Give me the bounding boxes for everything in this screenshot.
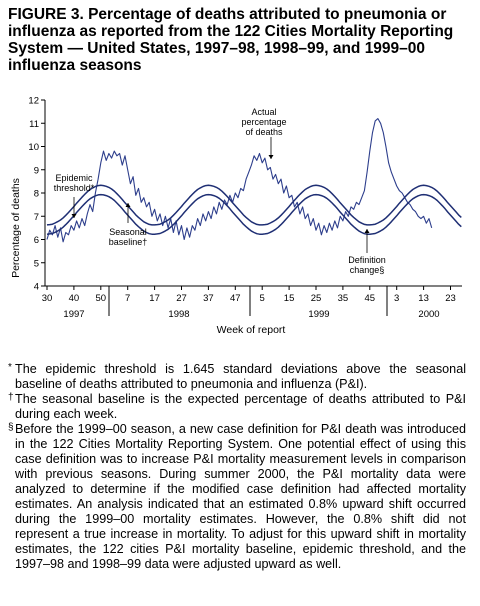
x-axis: 30 40 50 7 17 27 37 47 5 15 25 35 45 3 13 23 1997 1998 199…: [42, 285, 462, 320]
seasonal-baseline-label-line: Seasonal: [109, 227, 147, 237]
footnote-text: Before the 1999–00 season, a new case de…: [15, 422, 466, 571]
x-tick-label: 7: [125, 293, 130, 304]
y-tick-label: 7: [34, 212, 39, 223]
y-tick-label: 6: [34, 235, 39, 246]
footnote-mark: †: [8, 392, 14, 403]
actual-percentage-label-line: percentage: [241, 117, 286, 127]
x-tick-label: 47: [230, 293, 241, 304]
x-tick-label: 17: [149, 293, 160, 304]
definition-change-label: Definition change§: [348, 255, 386, 275]
y-tick-label: 4: [34, 282, 39, 293]
x-tick-label: 35: [338, 293, 349, 304]
actual-arrow-head: [268, 155, 274, 159]
x-tick-label: 15: [284, 293, 295, 304]
y-axis: 4 5 6 7 8 9 10 11 12: [28, 96, 46, 293]
annotations: Epidemic threshold* Seasonal baseline† Actua…: [54, 107, 386, 275]
x-tick-label: 37: [203, 293, 214, 304]
footnote-threshold: * The epidemic threshold is 1.645 standa…: [8, 362, 466, 392]
epidemic-threshold-label: Epidemic threshold*: [54, 173, 95, 193]
x-tick-label: 23: [445, 293, 456, 304]
y-tick-label: 11: [29, 119, 39, 130]
x-axis-title: Week of report: [217, 324, 286, 336]
footnote-baseline: † The seasonal baseline is the expected …: [8, 392, 466, 422]
epidemic-threshold-line: [46, 184, 462, 226]
year-label: 1998: [168, 309, 189, 320]
footnote-mark: *: [8, 362, 12, 373]
x-tick-label: 50: [96, 293, 107, 304]
actual-percentage-label-line: of deaths: [245, 127, 283, 137]
definition-arrow-head: [364, 229, 370, 233]
epidemic-threshold-label-line: Epidemic: [55, 173, 93, 183]
figure-title: FIGURE 3. Percentage of deaths attribute…: [8, 6, 454, 74]
footnote-definition: § Before the 1999–00 season, a new case …: [8, 422, 466, 572]
definition-change-label-line: Definition: [348, 255, 386, 265]
y-tick-label: 10: [28, 142, 39, 153]
x-tick-label: 3: [394, 293, 399, 304]
footnote-text: The seasonal baseline is the expected pe…: [15, 392, 466, 421]
definition-change-label-line: change§: [350, 265, 385, 275]
baseline-arrow-head: [125, 203, 131, 207]
year-label: 2000: [418, 309, 439, 320]
x-tick-label: 40: [69, 293, 80, 304]
actual-percentage-label-line: Actual: [251, 107, 276, 117]
seasonal-baseline-label-line: baseline†: [109, 237, 148, 247]
series-lines: [46, 118, 462, 243]
y-axis-title: Percentage of deaths: [10, 178, 22, 278]
year-label: 1999: [308, 309, 329, 320]
y-tick-label: 9: [34, 165, 39, 176]
epidemic-threshold-label-line: threshold*: [54, 183, 95, 193]
threshold-arrow-head: [71, 214, 77, 218]
footnote-mark: §: [8, 422, 14, 433]
x-tick-label: 27: [176, 293, 187, 304]
seasonal-baseline-label: Seasonal baseline†: [109, 227, 148, 247]
y-tick-label: 12: [28, 96, 39, 107]
y-tick-label: 5: [34, 258, 39, 269]
x-tick-label: 13: [418, 293, 429, 304]
y-tick-label: 8: [34, 189, 39, 200]
seasonal-baseline-line: [46, 193, 462, 235]
actual-percentage-label: Actual percentage of deaths: [241, 107, 286, 137]
footnote-text: The epidemic threshold is 1.645 standard…: [15, 362, 466, 391]
x-tick-label: 30: [42, 293, 53, 304]
x-tick-label: 45: [365, 293, 376, 304]
year-label: 1997: [63, 309, 84, 320]
x-tick-label: 5: [260, 293, 265, 304]
x-tick-label: 25: [311, 293, 322, 304]
actual-line: [46, 118, 433, 243]
